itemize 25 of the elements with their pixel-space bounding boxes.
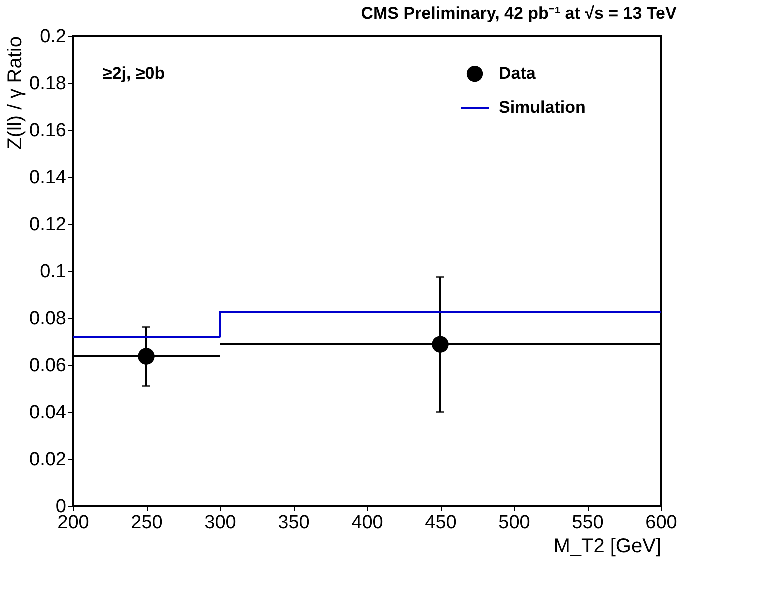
x-tick-label: 300 <box>204 512 236 534</box>
legend-label: Simulation <box>499 98 586 117</box>
y-tick-label: 0.14 <box>30 168 67 188</box>
chart-title: CMS Preliminary, 42 pb⁻¹ at √s = 13 TeV <box>361 4 678 23</box>
x-tick-label: 500 <box>498 512 530 534</box>
y-tick-label: 0.18 <box>30 74 66 94</box>
y-tick-label: 0.06 <box>30 356 66 376</box>
y-tick-label: 0.16 <box>30 120 66 142</box>
y-tick-label: 0.08 <box>30 308 66 330</box>
x-axis-title: M_T2 [GeV] <box>554 536 662 558</box>
x-tick-label: 600 <box>646 512 678 534</box>
y-tick-label: 0.04 <box>30 402 67 424</box>
legend-label: Data <box>499 64 536 83</box>
x-tick-label: 350 <box>278 512 310 534</box>
x-tick-label: 400 <box>352 512 384 534</box>
x-tick-label: 250 <box>131 512 163 534</box>
y-tick-label: 0.1 <box>40 262 66 282</box>
x-tick-label: 550 <box>572 512 604 534</box>
annotation: ≥2j, ≥0b <box>103 64 166 83</box>
y-axis-title: Z(ll) / γ Ratio <box>4 36 27 150</box>
y-tick-label: 0.02 <box>30 450 66 470</box>
x-tick-label: 200 <box>58 512 90 534</box>
y-tick-label: 0.12 <box>30 214 66 236</box>
y-tick-label: 0.2 <box>40 26 66 48</box>
x-tick-label: 450 <box>425 512 457 534</box>
